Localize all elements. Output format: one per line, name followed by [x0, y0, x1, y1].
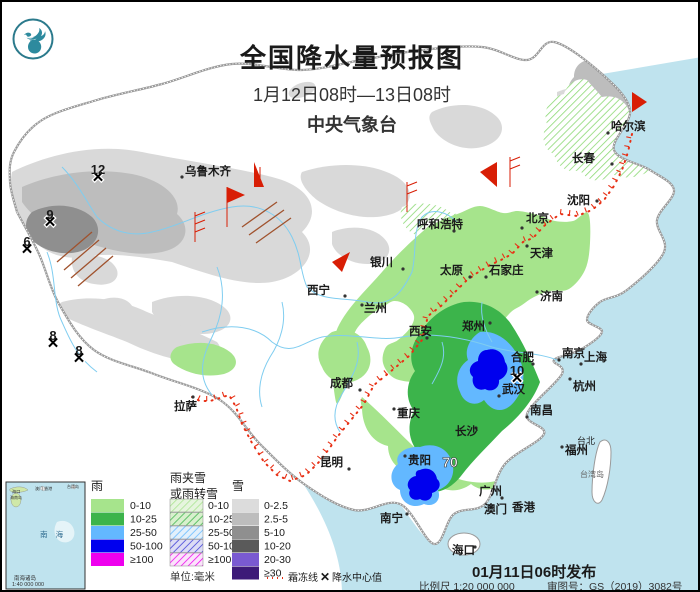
svg-text:广州: 广州: [479, 484, 502, 498]
svg-text:单位:毫米: 单位:毫米: [170, 570, 215, 583]
svg-text:呼和浩特: 呼和浩特: [417, 217, 463, 231]
svg-text:南昌: 南昌: [530, 403, 553, 417]
svg-text:南宁: 南宁: [380, 511, 403, 525]
svg-text:降水中心值: 降水中心值: [332, 571, 382, 584]
svg-text:雨夹雪: 雨夹雪: [170, 471, 206, 485]
svg-text:25-50: 25-50: [208, 527, 235, 539]
svg-text:0-2.5: 0-2.5: [264, 500, 288, 512]
svg-text:审图号：GS（2019）3082号: 审图号：GS（2019）3082号: [547, 580, 682, 592]
svg-text:太原: 太原: [439, 263, 463, 277]
svg-text:2.5-5: 2.5-5: [264, 514, 288, 526]
svg-text:南海诸岛: 南海诸岛: [14, 574, 37, 582]
svg-text:9: 9: [46, 207, 53, 222]
svg-text:澳门: 澳门: [484, 502, 507, 516]
svg-text:成都: 成都: [330, 376, 353, 390]
svg-text:香港: 香港: [511, 500, 535, 514]
svg-text:澳门 香港: 澳门 香港: [35, 485, 52, 491]
svg-text:贵阳: 贵阳: [408, 453, 431, 467]
svg-text:银川: 银川: [370, 255, 393, 269]
svg-text:0-10: 0-10: [208, 500, 229, 512]
svg-text:8: 8: [75, 343, 82, 358]
svg-text:长沙: 长沙: [455, 424, 478, 438]
svg-text:12: 12: [91, 162, 105, 177]
svg-text:70: 70: [442, 454, 458, 470]
svg-text:50-100: 50-100: [130, 541, 163, 553]
svg-text:台湾岛: 台湾岛: [67, 483, 79, 489]
svg-text:昆明: 昆明: [320, 455, 343, 469]
svg-text:长春: 长春: [572, 151, 595, 165]
svg-text:比例尺 1:20 000 000: 比例尺 1:20 000 000: [419, 580, 515, 592]
svg-text:10-25: 10-25: [208, 514, 235, 526]
svg-text:8: 8: [49, 328, 56, 343]
svg-text:≥100: ≥100: [130, 554, 153, 566]
svg-text:10-25: 10-25: [130, 514, 157, 526]
svg-text:01月11日06时发布: 01月11日06时发布: [472, 563, 596, 581]
svg-text:✕: ✕: [320, 570, 330, 584]
svg-text:拉萨: 拉萨: [174, 399, 197, 413]
svg-text:1:40 000 000: 1:40 000 000: [12, 582, 44, 588]
svg-text:南京: 南京: [562, 346, 585, 360]
svg-text:≥100: ≥100: [208, 554, 231, 566]
svg-text:西安: 西安: [409, 324, 432, 338]
svg-text:兰州: 兰州: [364, 301, 387, 315]
svg-text:沈阳: 沈阳: [567, 193, 590, 207]
svg-text:20-30: 20-30: [264, 554, 291, 566]
svg-text:杭州: 杭州: [573, 379, 596, 393]
svg-text:10: 10: [510, 363, 524, 378]
svg-text:海口: 海口: [12, 488, 20, 495]
svg-text:重庆: 重庆: [397, 406, 420, 420]
svg-text:南 海: 南 海: [40, 529, 66, 539]
svg-text:上海: 上海: [584, 350, 607, 364]
svg-text:海口: 海口: [452, 543, 475, 557]
svg-text:石家庄: 石家庄: [488, 263, 524, 277]
svg-text:济南: 济南: [540, 289, 563, 303]
svg-text:天津: 天津: [530, 246, 553, 260]
svg-text:郑州: 郑州: [462, 319, 485, 333]
svg-text:乌鲁木齐: 乌鲁木齐: [185, 164, 231, 178]
svg-text:10-20: 10-20: [264, 541, 291, 553]
svg-text:6: 6: [23, 234, 30, 249]
svg-text:0-10: 0-10: [130, 500, 151, 512]
svg-text:北京: 北京: [526, 211, 549, 225]
svg-text:合肥: 合肥: [511, 350, 534, 364]
svg-text:雪: 雪: [232, 479, 244, 493]
svg-text:海南岛: 海南岛: [10, 494, 22, 500]
svg-text:台北: 台北: [577, 435, 595, 446]
svg-text:雨: 雨: [91, 479, 103, 493]
svg-text:西宁: 西宁: [307, 283, 330, 297]
svg-text:台湾岛: 台湾岛: [580, 469, 604, 479]
svg-text:25-50: 25-50: [130, 527, 157, 539]
svg-text:霜冻线: 霜冻线: [288, 571, 318, 584]
svg-text:5-10: 5-10: [264, 527, 285, 539]
